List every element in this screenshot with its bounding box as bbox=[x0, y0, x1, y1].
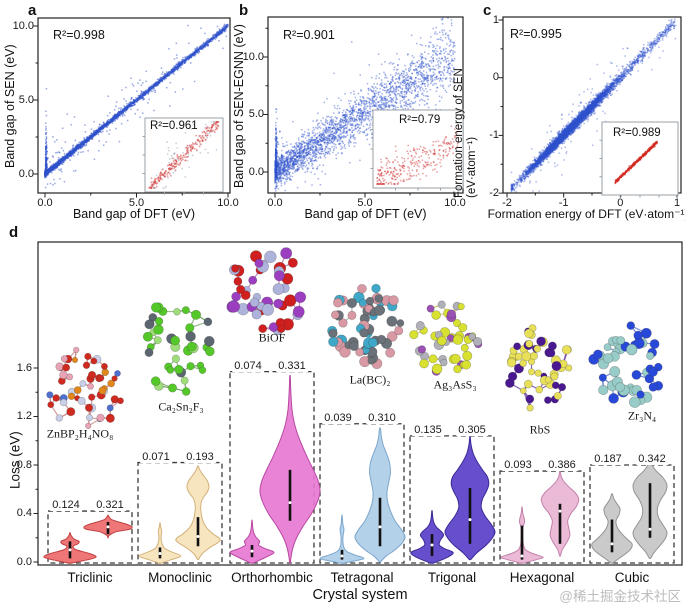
r2-label-b: R²=0.901 bbox=[283, 28, 335, 42]
violin-mean-label: 0.124 bbox=[50, 499, 82, 512]
y-tick-label: 0.0 bbox=[18, 167, 34, 180]
violin-mean-label: 0.093 bbox=[502, 459, 534, 472]
y-axis-label-a: Band gap of SEN (eV) bbox=[3, 44, 17, 168]
y-tick-label: -2 bbox=[489, 186, 499, 199]
violin-mean-label: 0.331 bbox=[276, 359, 308, 372]
violin-mean-label: 0.187 bbox=[592, 453, 624, 465]
y-tick-label: 5.0 bbox=[18, 93, 34, 106]
x-axis-label-a: Band gap of DFT (eV) bbox=[72, 207, 196, 221]
x-tick-label: -1 bbox=[558, 197, 569, 209]
panel-letter-c: c bbox=[483, 2, 492, 19]
y-tick-label: 0.0 bbox=[16, 555, 32, 568]
y-tick-label: 0.0 bbox=[248, 165, 264, 178]
y-tick-label: 1 bbox=[492, 13, 499, 26]
violin-mean-label: 0.386 bbox=[546, 459, 578, 472]
molecule-label: La(BC)₂ bbox=[349, 372, 391, 387]
panel-letter-a: a bbox=[28, 2, 37, 19]
violin-mean-label: 0.193 bbox=[184, 450, 216, 463]
category-label: Orthorhombic bbox=[231, 570, 313, 585]
x-tick-label: 10.0 bbox=[217, 197, 239, 209]
y-axis-label-b: Band gap of SEN-EGNN (eV) bbox=[232, 24, 246, 188]
molecule-label: BiOF bbox=[258, 330, 286, 345]
molecule-label: ZnBP₂H₄NO₈ bbox=[46, 426, 114, 441]
x-tick-label: 1 bbox=[673, 197, 681, 209]
violin-mean-label: 0.310 bbox=[366, 411, 398, 424]
r2-label-b-inset: R²=0.79 bbox=[399, 114, 441, 126]
violin-mean-label: 0.071 bbox=[140, 450, 172, 463]
r2-label-c-inset: R²=0.989 bbox=[613, 127, 661, 139]
violin-mean-label: 0.321 bbox=[94, 499, 126, 512]
x-tick-label: -2 bbox=[502, 197, 512, 209]
watermark: @稀土掘金技术社区 bbox=[559, 589, 681, 604]
x-axis-label-d: Crystal system bbox=[312, 587, 408, 603]
category-label: Monoclinic bbox=[148, 570, 212, 585]
x-axis-label-c: Formation energy of DFT (eV·atom⁻¹) bbox=[487, 207, 685, 221]
r2-label-c: R²=0.995 bbox=[510, 27, 562, 41]
category-label: Trigonal bbox=[427, 570, 477, 585]
molecule-label: RbS bbox=[529, 422, 551, 437]
molecule-label: Ca₂Sn₂F₃ bbox=[158, 399, 204, 414]
x-tick-label: 5.0 bbox=[128, 197, 145, 209]
y-tick-label: 0.8 bbox=[16, 458, 32, 471]
r2-label-a-inset: R²=0.961 bbox=[150, 120, 198, 132]
violin-mean-label: 0.305 bbox=[456, 423, 488, 436]
violin-mean-label: 0.135 bbox=[412, 423, 444, 436]
y-tick-label: 1.6 bbox=[16, 361, 32, 374]
y-tick-label: -1 bbox=[489, 128, 499, 141]
y-axis-label-c: Formation energy of SEN (eV·atom⁻¹) bbox=[453, 68, 478, 198]
molecule-label: Zr₃N₄ bbox=[627, 408, 657, 423]
r2-label-a: R²=0.998 bbox=[53, 28, 105, 42]
y-tick-label: 1.2 bbox=[16, 410, 32, 422]
x-tick-label: 0 bbox=[617, 197, 624, 209]
category-label: Triclinic bbox=[67, 570, 113, 585]
x-axis-label-b: Band gap of DFT (eV) bbox=[304, 207, 427, 221]
violin-mean-label: 0.039 bbox=[322, 411, 354, 424]
category-label: Hexagonal bbox=[509, 570, 575, 585]
category-label: Cubic bbox=[614, 570, 650, 585]
y-tick-label: 0 bbox=[492, 71, 499, 84]
violin-mean-label: 0.074 bbox=[232, 359, 264, 372]
violin-mean-label: 0.342 bbox=[636, 453, 668, 465]
x-tick-label: 0.0 bbox=[267, 197, 283, 209]
category-label: Tetragonal bbox=[330, 570, 394, 585]
x-tick-label: 5.0 bbox=[357, 197, 373, 209]
y-tick-label: 10.0 bbox=[242, 50, 264, 63]
y-tick-label: 10.0 bbox=[12, 19, 34, 32]
x-tick-label: 0.0 bbox=[37, 197, 53, 209]
y-tick-label: 0.4 bbox=[16, 507, 32, 519]
panel-letter-d: d bbox=[9, 224, 19, 241]
panel-letter-b: b bbox=[239, 2, 249, 19]
x-tick-label: 10.0 bbox=[444, 197, 466, 209]
y-tick-label: 5.0 bbox=[248, 108, 264, 120]
molecule-label: Ag₃AsS₃ bbox=[433, 377, 477, 392]
